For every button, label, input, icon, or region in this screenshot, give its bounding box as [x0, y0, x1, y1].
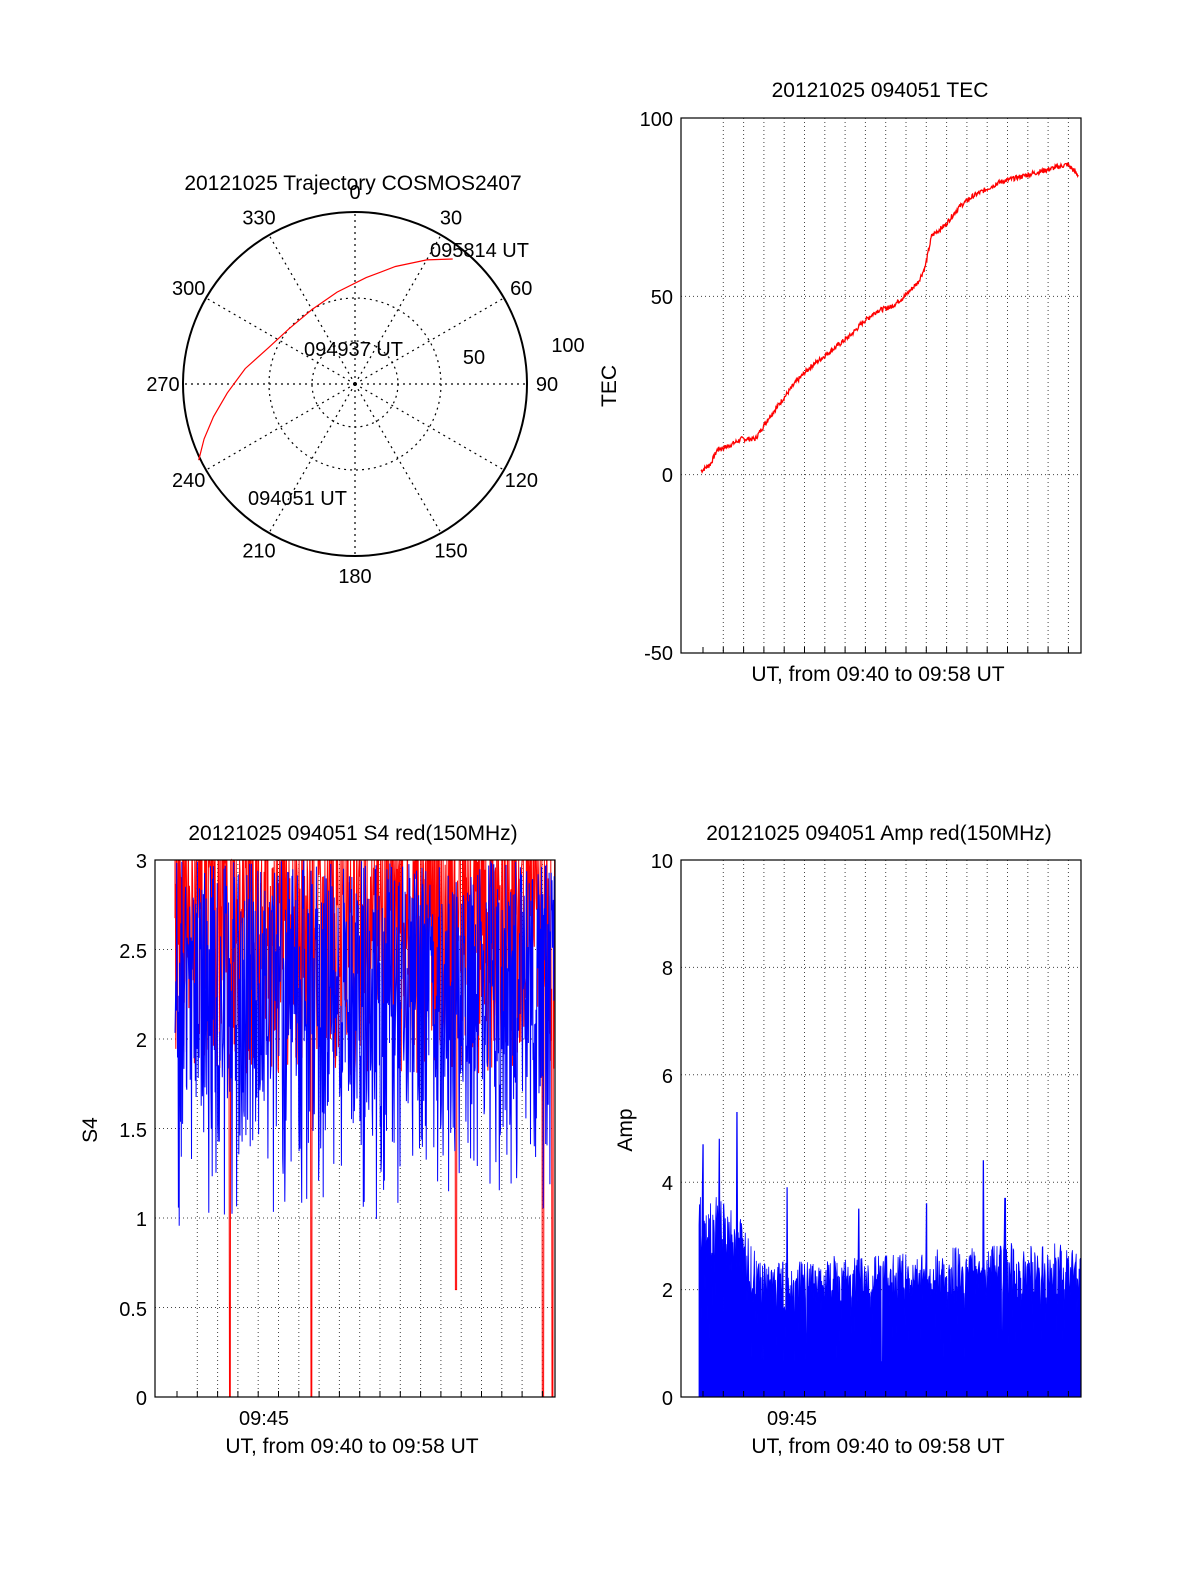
polar-outer-ring [182, 211, 528, 557]
tec-x-axis-label: UT, from 09:40 to 09:58 UT [751, 663, 1004, 686]
amp-ytick-10: 10 [651, 851, 673, 873]
s4-blue-line [174, 860, 556, 1226]
amp-ytick-0: 0 [662, 1388, 673, 1410]
azimuth-label-0: 0 [349, 182, 360, 204]
azimuth-label-90: 90 [536, 374, 558, 396]
azimuth-label-330: 330 [242, 208, 275, 230]
trajectory-chart: 20121025 Trajectory COSMOS2407 0 30 60 90 12… [146, 172, 584, 588]
s4-ytick-2: 2 [136, 1030, 147, 1052]
s4-y-axis-label: S4 [79, 1117, 102, 1143]
amp-ytick-4: 4 [662, 1173, 673, 1195]
tec-chart: 20121025 094051 TEC 100 50 0 -50 TEC UT,… [598, 79, 1082, 686]
azimuth-label-180: 180 [338, 566, 371, 588]
tec-ytick-50: 50 [651, 287, 673, 309]
tec-ytick-0: 0 [662, 465, 673, 487]
azimuth-labels: 0 30 60 90 120 150 180 210 240 270 300 330 [146, 182, 558, 588]
tec-series-line [700, 161, 1079, 474]
amp-series-area [698, 1112, 1082, 1398]
tec-y-axis-label: TEC [598, 365, 621, 407]
s4-title: 20121025 094051 S4 red(150MHz) [188, 822, 517, 845]
polar-spoke-150 [354, 383, 442, 534]
s4-ytick-0: 0 [136, 1388, 147, 1410]
s4-x-axis-label: UT, from 09:40 to 09:58 UT [225, 1435, 478, 1458]
azimuth-label-150: 150 [434, 540, 467, 562]
trajectory-title: 20121025 Trajectory COSMOS2407 [184, 172, 521, 195]
amp-series-bars [698, 1112, 1082, 1398]
azimuth-label-240: 240 [172, 470, 205, 492]
s4-ytick-2-5: 2.5 [119, 941, 147, 963]
tec-title: 20121025 094051 TEC [772, 79, 989, 102]
radial-label-50: 50 [463, 347, 485, 369]
azimuth-label-300: 300 [172, 278, 205, 300]
annotation-end-time: 095814 UT [430, 240, 529, 262]
radial-label-100: 100 [551, 335, 584, 357]
annotation-start-time: 094051 UT [248, 488, 347, 510]
amp-chart: 20121025 094051 Amp red(150MHz) 10 8 6 4… [614, 822, 1082, 1458]
polar-spoke-30 [354, 234, 442, 385]
amp-ytick-2: 2 [662, 1280, 673, 1302]
s4-chart: 20121025 094051 S4 red(150MHz) 3 2.5 2 1… [79, 822, 556, 1458]
s4-blue-series [174, 860, 556, 1226]
amp-xtick-0945: 09:45 [767, 1408, 817, 1430]
s4-x-minor-ticks [176, 1391, 543, 1397]
azimuth-label-210: 210 [242, 540, 275, 562]
s4-ytick-0-5: 0.5 [119, 1299, 147, 1321]
amp-ytick-8: 8 [662, 958, 673, 980]
annotation-mid-time: 094937 UT [304, 339, 403, 361]
tec-x-minor-ticks [702, 647, 1069, 653]
polar-spoke-120 [354, 383, 505, 471]
tec-gridlines [681, 118, 1081, 653]
amp-x-axis-label: UT, from 09:40 to 09:58 UT [751, 1435, 1004, 1458]
s4-xtick-0945: 09:45 [239, 1408, 289, 1430]
polar-spoke-240 [205, 383, 356, 471]
amp-y-axis-label: Amp [614, 1108, 637, 1151]
s4-ytick-1: 1 [136, 1209, 147, 1231]
s4-ytick-1-5: 1.5 [119, 1120, 147, 1142]
tec-ytick-neg50: -50 [644, 643, 673, 665]
amp-x-minor-ticks [702, 1391, 1069, 1397]
polar-spoke-300 [205, 297, 356, 385]
amp-plot-frame [680, 859, 1082, 1398]
azimuth-label-270: 270 [146, 374, 179, 396]
polar-spoke-60 [354, 297, 505, 385]
amp-title: 20121025 094051 Amp red(150MHz) [706, 822, 1052, 845]
azimuth-label-60: 60 [510, 278, 532, 300]
tec-plot-frame [680, 117, 1082, 654]
trajectory-track [198, 258, 453, 461]
azimuth-label-30: 30 [440, 208, 462, 230]
s4-ytick-3: 3 [136, 851, 147, 873]
azimuth-label-120: 120 [505, 470, 538, 492]
tec-ytick-100: 100 [640, 109, 673, 131]
polar-spoke-210 [268, 383, 356, 534]
amp-ytick-6: 6 [662, 1066, 673, 1088]
s4-plot-frame [154, 859, 556, 1398]
